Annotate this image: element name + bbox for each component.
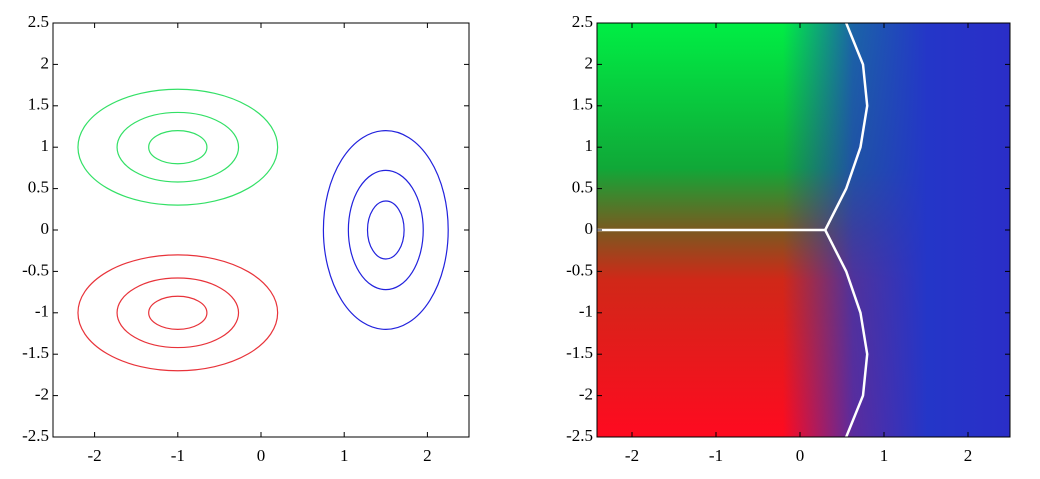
contour-ellipse (116, 277, 240, 349)
y-tick-label: 2.5 (28, 12, 49, 31)
plot-area (77, 88, 449, 372)
x-tick-label: -2 (88, 446, 102, 465)
y-tick-label: -1 (35, 302, 49, 321)
y-tick-label: -1.5 (566, 343, 593, 362)
contour-ellipse (347, 169, 424, 291)
y-tick-label: -2 (579, 385, 593, 404)
contour-ellipse (148, 295, 208, 330)
x-tick-label: 1 (880, 446, 889, 465)
x-tick-label: -1 (171, 446, 185, 465)
x-tick-label: 1 (340, 446, 349, 465)
y-tick-label: 0 (41, 219, 50, 238)
decision-boundary (824, 229, 869, 437)
contour-ellipse (366, 200, 405, 260)
y-tick-label: 2 (41, 53, 50, 72)
contour-ellipse (322, 130, 449, 330)
x-tick-label: 2 (423, 446, 432, 465)
y-tick-label: 0.5 (28, 178, 49, 197)
y-tick-label: -1.5 (22, 343, 49, 362)
contour-ellipse (77, 88, 279, 206)
y-tick-label: -2.5 (22, 426, 49, 445)
x-tick-label: -2 (625, 446, 639, 465)
x-tick-label: 0 (796, 446, 805, 465)
y-tick-label: 0.5 (572, 178, 593, 197)
y-tick-label: -2 (35, 385, 49, 404)
y-tick-label: -2.5 (566, 426, 593, 445)
y-tick-label: 1.5 (28, 95, 49, 114)
y-tick-label: 2.5 (572, 12, 593, 31)
y-tick-label: 1 (585, 136, 594, 155)
contour-ellipse (148, 130, 208, 165)
contour-ellipse (116, 111, 240, 183)
x-tick-label: -1 (709, 446, 723, 465)
x-tick-label: 0 (257, 446, 266, 465)
y-tick-label: 1 (41, 136, 50, 155)
y-tick-label: -0.5 (22, 260, 49, 279)
axes-frame (52, 22, 470, 438)
y-tick-label: 2 (585, 53, 594, 72)
plot-area (597, 23, 869, 437)
y-tick-label: 0 (585, 219, 594, 238)
y-tick-label: -0.5 (566, 260, 593, 279)
decision-boundary (824, 23, 869, 231)
y-tick-label: 1.5 (572, 95, 593, 114)
y-tick-label: -1 (579, 302, 593, 321)
contour-ellipse (77, 254, 279, 372)
x-tick-label: 2 (964, 446, 973, 465)
